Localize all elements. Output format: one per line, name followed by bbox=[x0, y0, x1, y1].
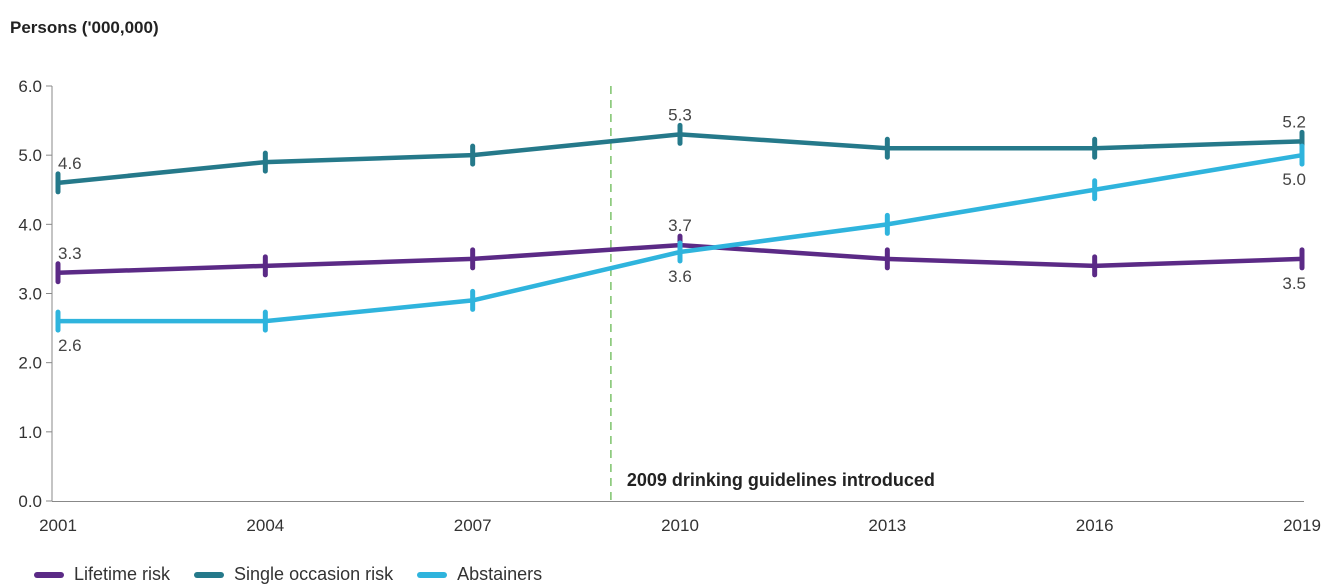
y-axis-title: Persons ('000,000) bbox=[10, 18, 159, 37]
y-tick-label: 1.0 bbox=[18, 423, 42, 442]
y-tick-label: 5.0 bbox=[18, 146, 42, 165]
y-tick-label: 4.0 bbox=[18, 215, 42, 234]
data-label: 5.2 bbox=[1282, 112, 1306, 131]
legend-swatch bbox=[417, 571, 448, 578]
data-label: 2.6 bbox=[58, 336, 82, 355]
legend-label: Abstainers bbox=[457, 564, 543, 584]
x-tick-label: 2013 bbox=[868, 516, 906, 535]
legend-item: Single occasion risk bbox=[194, 564, 393, 585]
data-label: 3.5 bbox=[1282, 274, 1306, 293]
y-tick-label: 0.0 bbox=[18, 492, 42, 511]
line-chart-svg: 0.0 1.0 2.0 3.0 4.0 5.0 6.0 2001 2004 2007 2010 201… bbox=[18, 77, 1321, 535]
reference-line-label: 2009 drinking guidelines introduced bbox=[627, 470, 935, 490]
x-tick-label: 2004 bbox=[246, 516, 284, 535]
legend-label: Lifetime risk bbox=[74, 564, 171, 584]
legend-swatch bbox=[34, 571, 64, 578]
x-tick-label: 2016 bbox=[1076, 516, 1114, 535]
legend: Lifetime risk Single occasion risk Abstain… bbox=[34, 564, 542, 585]
data-label: 3.3 bbox=[58, 244, 82, 263]
legend-label: Single occasion risk bbox=[234, 564, 394, 584]
x-tick-label: 2001 bbox=[39, 516, 77, 535]
data-label: 5.3 bbox=[668, 105, 692, 124]
y-tick-label: 3.0 bbox=[18, 285, 42, 304]
data-label: 3.7 bbox=[668, 216, 692, 235]
x-tick-label: 2019 bbox=[1283, 516, 1321, 535]
legend-swatch bbox=[194, 571, 225, 578]
data-label: 4.6 bbox=[58, 154, 82, 173]
data-label: 3.6 bbox=[668, 267, 692, 286]
x-tick-label: 2007 bbox=[454, 516, 492, 535]
legend-item: Lifetime risk bbox=[34, 564, 170, 585]
data-label: 5.0 bbox=[1282, 170, 1306, 189]
y-tick-label: 6.0 bbox=[18, 77, 42, 96]
y-tick-label: 2.0 bbox=[18, 354, 42, 373]
legend-item: Abstainers bbox=[417, 564, 542, 585]
x-tick-label: 2010 bbox=[661, 516, 699, 535]
